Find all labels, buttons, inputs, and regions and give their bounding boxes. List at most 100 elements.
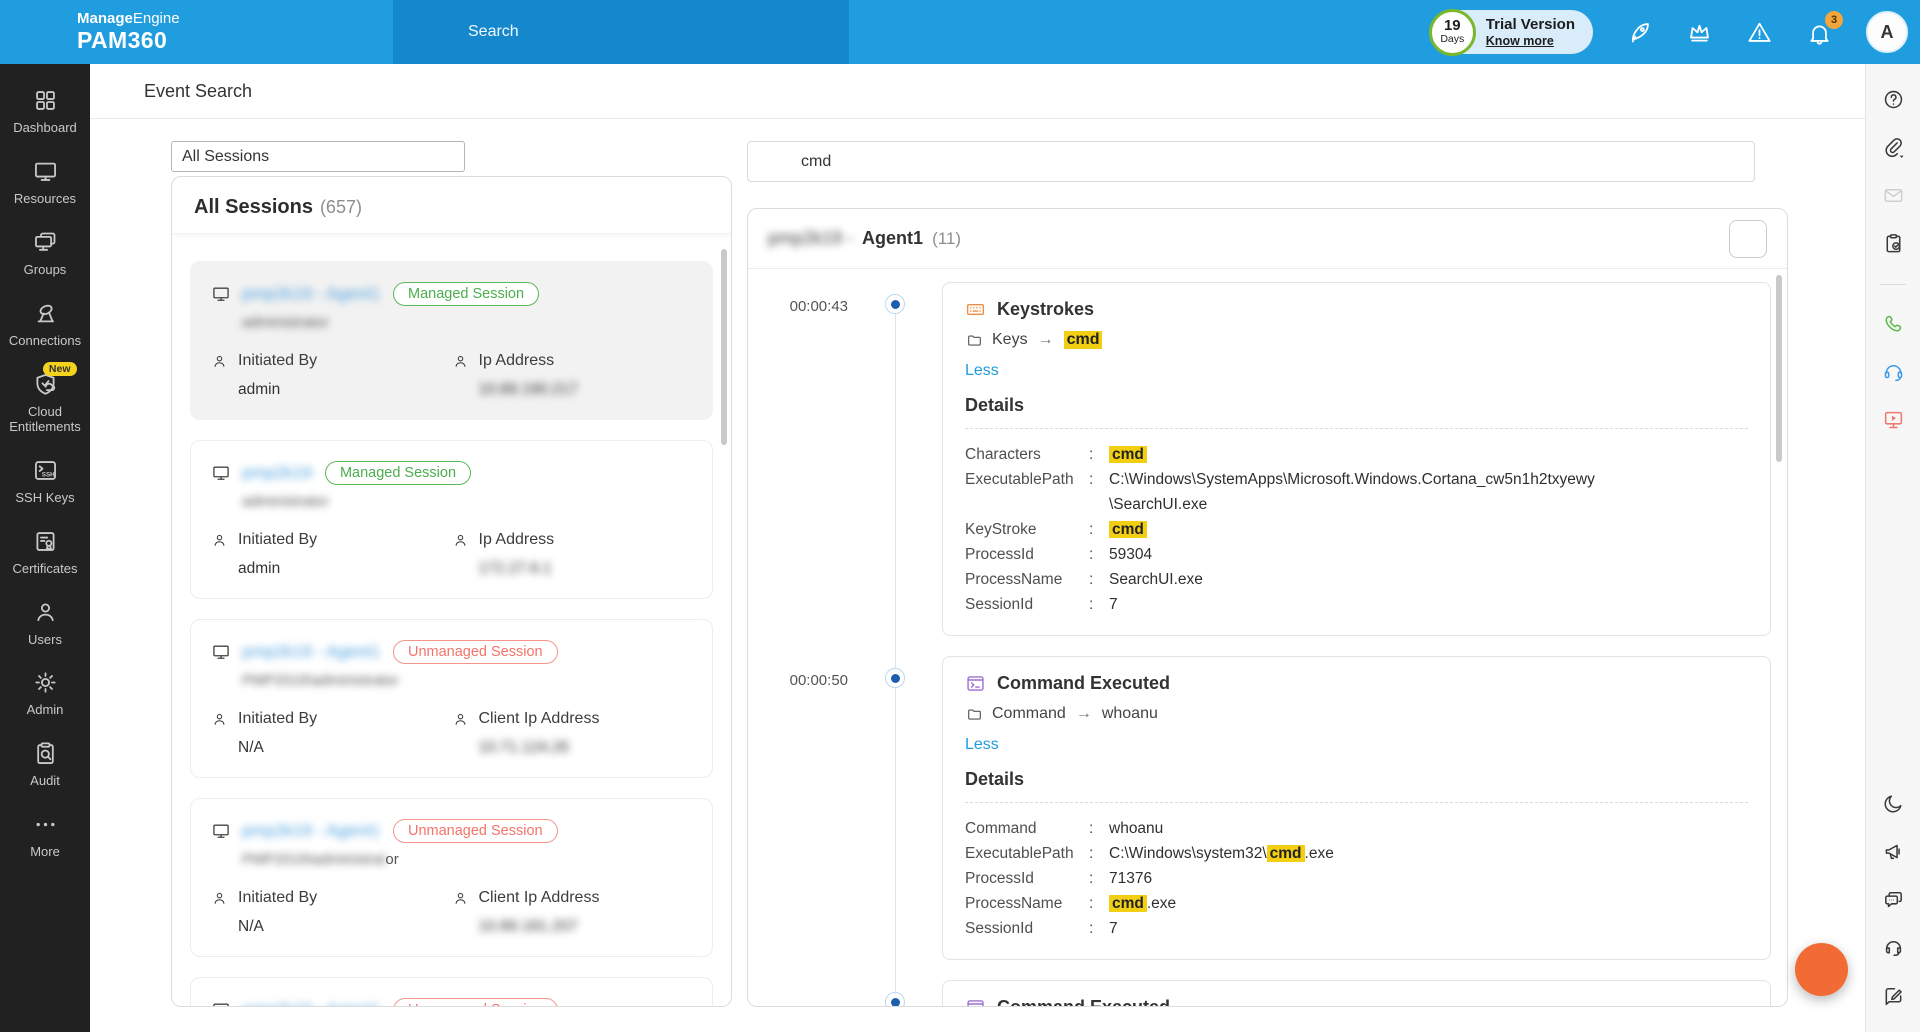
results-panel: cmd pmp2k19 - Agent1 (11) 00:00:43 Keystr… [747, 141, 1788, 1007]
session-card[interactable]: pmp2k19 - Agent1 Unmanaged Session PMP2019… [190, 619, 713, 778]
brand-logo[interactable]: ManageEngine PAM360 [0, 0, 393, 64]
search-scope-caret-icon[interactable] [435, 27, 446, 38]
arrow-right-icon: → [1075, 705, 1092, 722]
detail-colon: : [1089, 895, 1094, 912]
event-search-input[interactable]: cmd [747, 141, 1755, 182]
sidebar-item-audit[interactable]: Audit [0, 729, 90, 800]
write-feedback-icon[interactable] [1882, 984, 1905, 1007]
session-field: Initiated By admin [211, 531, 452, 578]
session-field: Client Ip Address 10.89.181.207 [452, 889, 693, 936]
page-header: Event Search [90, 64, 1865, 119]
detail-row: SessionId:7 [965, 592, 1748, 617]
session-type-badge: Unmanaged Session [392, 640, 558, 664]
sidebar-item-label: More [30, 844, 60, 860]
field-label: Ip Address [478, 352, 555, 369]
mail-icon[interactable] [1882, 184, 1905, 207]
detail-label: ProcessId [965, 546, 1034, 563]
session-title[interactable]: pmp2k19 - Agent1 [242, 1000, 380, 1006]
session-card[interactable]: pmp2k19 - Agent1 Unmanaged Session PMP2019… [190, 798, 713, 957]
sidebar-item-cloud-entitlements[interactable]: New Cloud Entitlements [0, 360, 90, 446]
results-scrollbar[interactable] [1776, 275, 1782, 462]
session-title[interactable]: pmp2k19 - Agent1 [242, 821, 380, 840]
trial-version-label: Trial Version [1485, 15, 1575, 33]
trial-version-badge[interactable]: 19 Days Trial Version Know more [1428, 8, 1593, 56]
timeline-dot-outer [885, 294, 905, 314]
dark-mode-icon[interactable] [1882, 792, 1905, 815]
field-label: Initiated By [238, 889, 318, 906]
field-value: admin [238, 381, 281, 398]
user-avatar[interactable]: A [1866, 11, 1908, 53]
sessions-scrollbar[interactable] [721, 249, 727, 445]
cloud-entitlements-icon: New [32, 361, 77, 398]
detail-value: C:\Windows\SystemApps\Microsoft.Windows.… [1109, 467, 1609, 517]
filter-icon[interactable] [1765, 150, 1788, 173]
event-card[interactable]: Command Executed Command → whoanu Less Detail… [942, 656, 1771, 960]
detail-colon: : [1089, 521, 1094, 538]
scroll-down-icon[interactable] [1767, 989, 1781, 1003]
warning-button[interactable] [1746, 19, 1773, 46]
detail-value: 71376 [1109, 866, 1152, 891]
feedback-chat-icon[interactable] [1882, 888, 1905, 911]
crown-button[interactable] [1686, 19, 1713, 46]
breadcrumb-value: cmd [1063, 331, 1103, 349]
rocket-button[interactable] [1626, 19, 1653, 46]
sidebar-item-users[interactable]: Users [0, 588, 90, 659]
chevron-down-icon [440, 150, 454, 164]
session-card[interactable]: pmp2k19 Managed Session administrator Initi… [190, 440, 713, 599]
session-type-badge: Managed Session [392, 282, 540, 306]
event-title-row: Keystrokes [965, 299, 1748, 320]
announcements-icon[interactable] [1882, 840, 1905, 863]
know-more-link[interactable]: Know more [1485, 33, 1554, 48]
sidebar-item-ssh-keys[interactable]: SSH SSH Keys [0, 446, 90, 517]
sessions-filter-select[interactable]: All Sessions [171, 141, 465, 172]
sidebar-item-dashboard[interactable]: Dashboard [0, 76, 90, 147]
help-icon[interactable] [1882, 88, 1905, 111]
detail-colon: : [1089, 446, 1094, 463]
bell-button[interactable]: 3 [1806, 10, 1843, 46]
detail-colon: : [1089, 596, 1094, 613]
phone-icon[interactable] [1882, 312, 1905, 335]
detail-value: 7 [1109, 592, 1118, 617]
session-type-badge: Unmanaged Session [392, 998, 558, 1006]
detail-row: Characters: cmd [965, 442, 1748, 467]
sidebar-item-resources[interactable]: Resources [0, 147, 90, 218]
less-toggle-link[interactable]: Less [965, 736, 999, 753]
session-account: administrator [242, 314, 692, 331]
global-search[interactable]: Search [393, 0, 849, 64]
export-button[interactable] [1729, 219, 1767, 258]
task-clipboard-icon[interactable] [1882, 232, 1905, 255]
event-row: 00:00:50 Command Executed Command → whoanu Le… [748, 656, 1787, 960]
breadcrumb-label: Command [992, 705, 1066, 722]
event-card[interactable]: Command Executed [942, 980, 1771, 1006]
field-label: Client Ip Address [478, 710, 600, 727]
support-headset-icon[interactable] [1882, 360, 1905, 383]
back-icon[interactable] [106, 80, 129, 103]
attachment-icon[interactable] [1882, 136, 1905, 159]
pam360-logo-icon [20, 8, 64, 56]
details-divider [965, 428, 1748, 429]
session-title[interactable]: pmp2k19 [242, 463, 312, 482]
session-card[interactable]: pmp2k19 - Agent1 Unmanaged Session [190, 977, 713, 1006]
detail-colon: : [1089, 870, 1094, 887]
timeline-dot-inner [890, 299, 900, 309]
session-card[interactable]: pmp2k19 - Agent1 Managed Session administr… [190, 261, 713, 420]
floating-action-button[interactable] [1795, 943, 1848, 996]
event-card[interactable]: Keystrokes Keys → cmd Less Details Characters:… [942, 282, 1771, 636]
sidebar-item-more[interactable]: More [0, 800, 90, 871]
sidebar-item-groups[interactable]: Groups [0, 218, 90, 289]
headset-icon[interactable] [1882, 936, 1905, 959]
sidebar-item-connections[interactable]: Connections [0, 289, 90, 360]
detail-colon: : [1089, 845, 1094, 862]
breadcrumb-value: whoanu [1101, 705, 1158, 722]
detail-value-segment: .exe [1146, 895, 1177, 912]
session-fields: Initiated By N/A Client Ip Address 10.71.12… [211, 710, 692, 757]
less-toggle-link[interactable]: Less [965, 362, 999, 379]
live-demo-icon[interactable] [1882, 408, 1905, 431]
sidebar-item-certificates[interactable]: Certificates [0, 517, 90, 588]
session-title[interactable]: pmp2k19 - Agent1 [242, 642, 380, 661]
detail-colon: : [1089, 920, 1094, 937]
sidebar-item-admin[interactable]: Admin [0, 658, 90, 729]
session-field: Ip Address 172.27.6.1 [452, 531, 693, 578]
warning-icon [1746, 19, 1773, 46]
session-title[interactable]: pmp2k19 - Agent1 [242, 284, 380, 303]
